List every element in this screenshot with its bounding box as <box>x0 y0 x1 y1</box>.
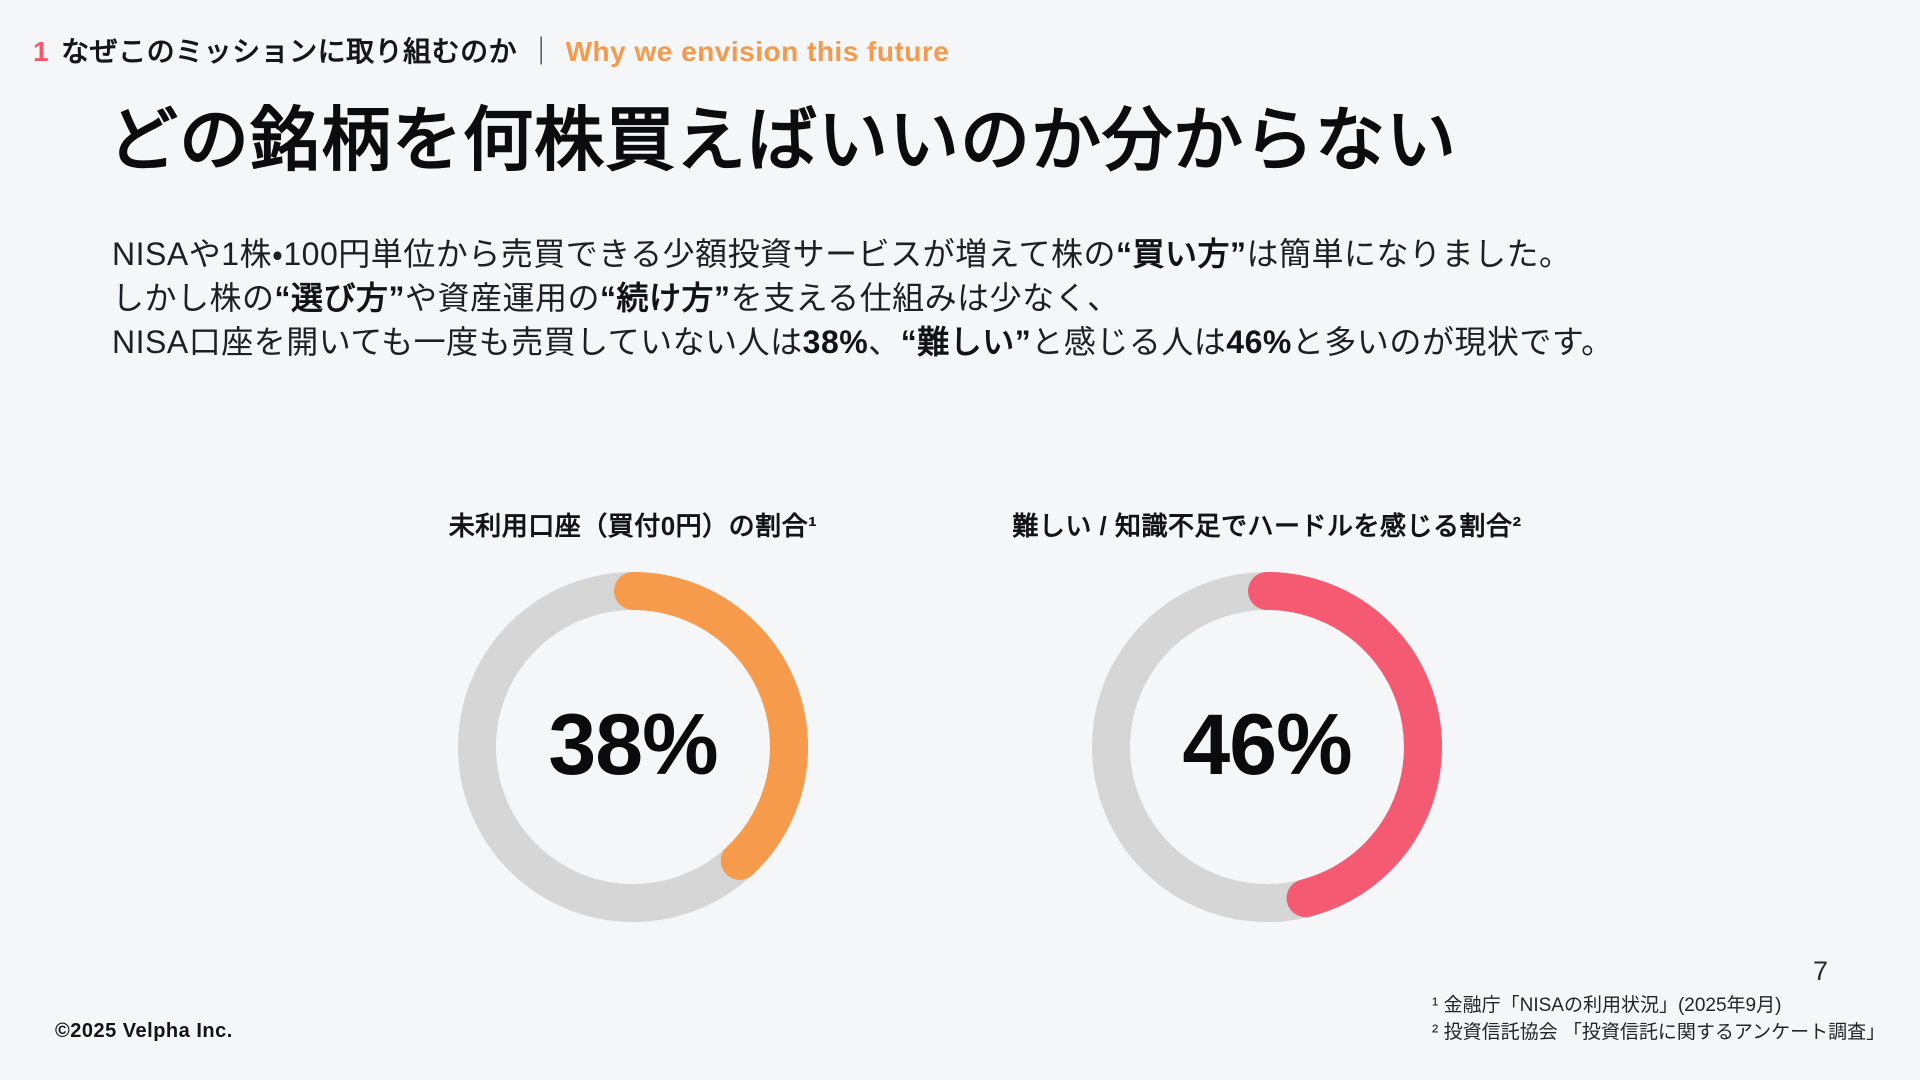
donut-chart-unused-accounts: 未利用口座（買付0円）の割合¹ 38% <box>353 506 913 927</box>
slide-header: 1 なぜこのミッションに取り組むのか ｜ Why we envision thi… <box>33 30 949 70</box>
chart-title-difficulty: 難しい / 知識不足でハードルを感じる割合² <box>1012 511 1522 541</box>
footnote-2: ² 投資信託協会 「投資信託に関するアンケート調査」 <box>1432 1022 1886 1043</box>
body-line-2: しかし株の“選び方”や資産運用の“続け方”を支える仕組みは少なく、 <box>112 280 1120 316</box>
section-title-en: Why we envision this future <box>565 36 950 67</box>
donut-svg <box>458 572 808 922</box>
donut-chart-difficulty: 難しい / 知識不足でハードルを感じる割合² 46% <box>987 506 1547 927</box>
page-number: 7 <box>1812 956 1828 986</box>
section-number: 1 <box>33 36 50 67</box>
footnote-1: ¹ 金融庁「NISAの利用状況」(2025年9月) <box>1432 995 1782 1016</box>
header-divider-bar: ｜ <box>527 36 556 67</box>
body-paragraph: NISAや1株・100円単位から売買できる少額投資サービスが増えて株の“買い方”… <box>112 232 1614 364</box>
donut-difficulty: 46% <box>1087 567 1447 927</box>
donut-unused-accounts: 38% <box>453 567 813 927</box>
copyright: ©2025 Velpha Inc. <box>55 1020 233 1042</box>
body-line-3: NISA口座を開いても一度も売買していない人は38%、“難しい”と感じる人は46… <box>112 324 1614 360</box>
donut-value-arc <box>1092 572 1442 922</box>
footnotes: ¹ 金融庁「NISAの利用状況」(2025年9月) ² 投資信託協会 「投資信託… <box>1432 992 1885 1046</box>
donut-svg <box>1092 572 1442 922</box>
donut-value-arc <box>458 572 808 922</box>
donut-percent-label: 38% <box>548 696 718 793</box>
page-title: どの銘柄を何株買えばいいのか分からない <box>108 101 1457 179</box>
chart-title-unused-accounts: 未利用口座（買付0円）の割合¹ <box>448 511 818 541</box>
donut-percent-label: 46% <box>1182 696 1352 793</box>
section-title-ja: なぜこのミッションに取り組むのか <box>61 36 518 67</box>
body-line-1: NISAや1株・100円単位から売買できる少額投資サービスが増えて株の“買い方”… <box>112 236 1572 272</box>
